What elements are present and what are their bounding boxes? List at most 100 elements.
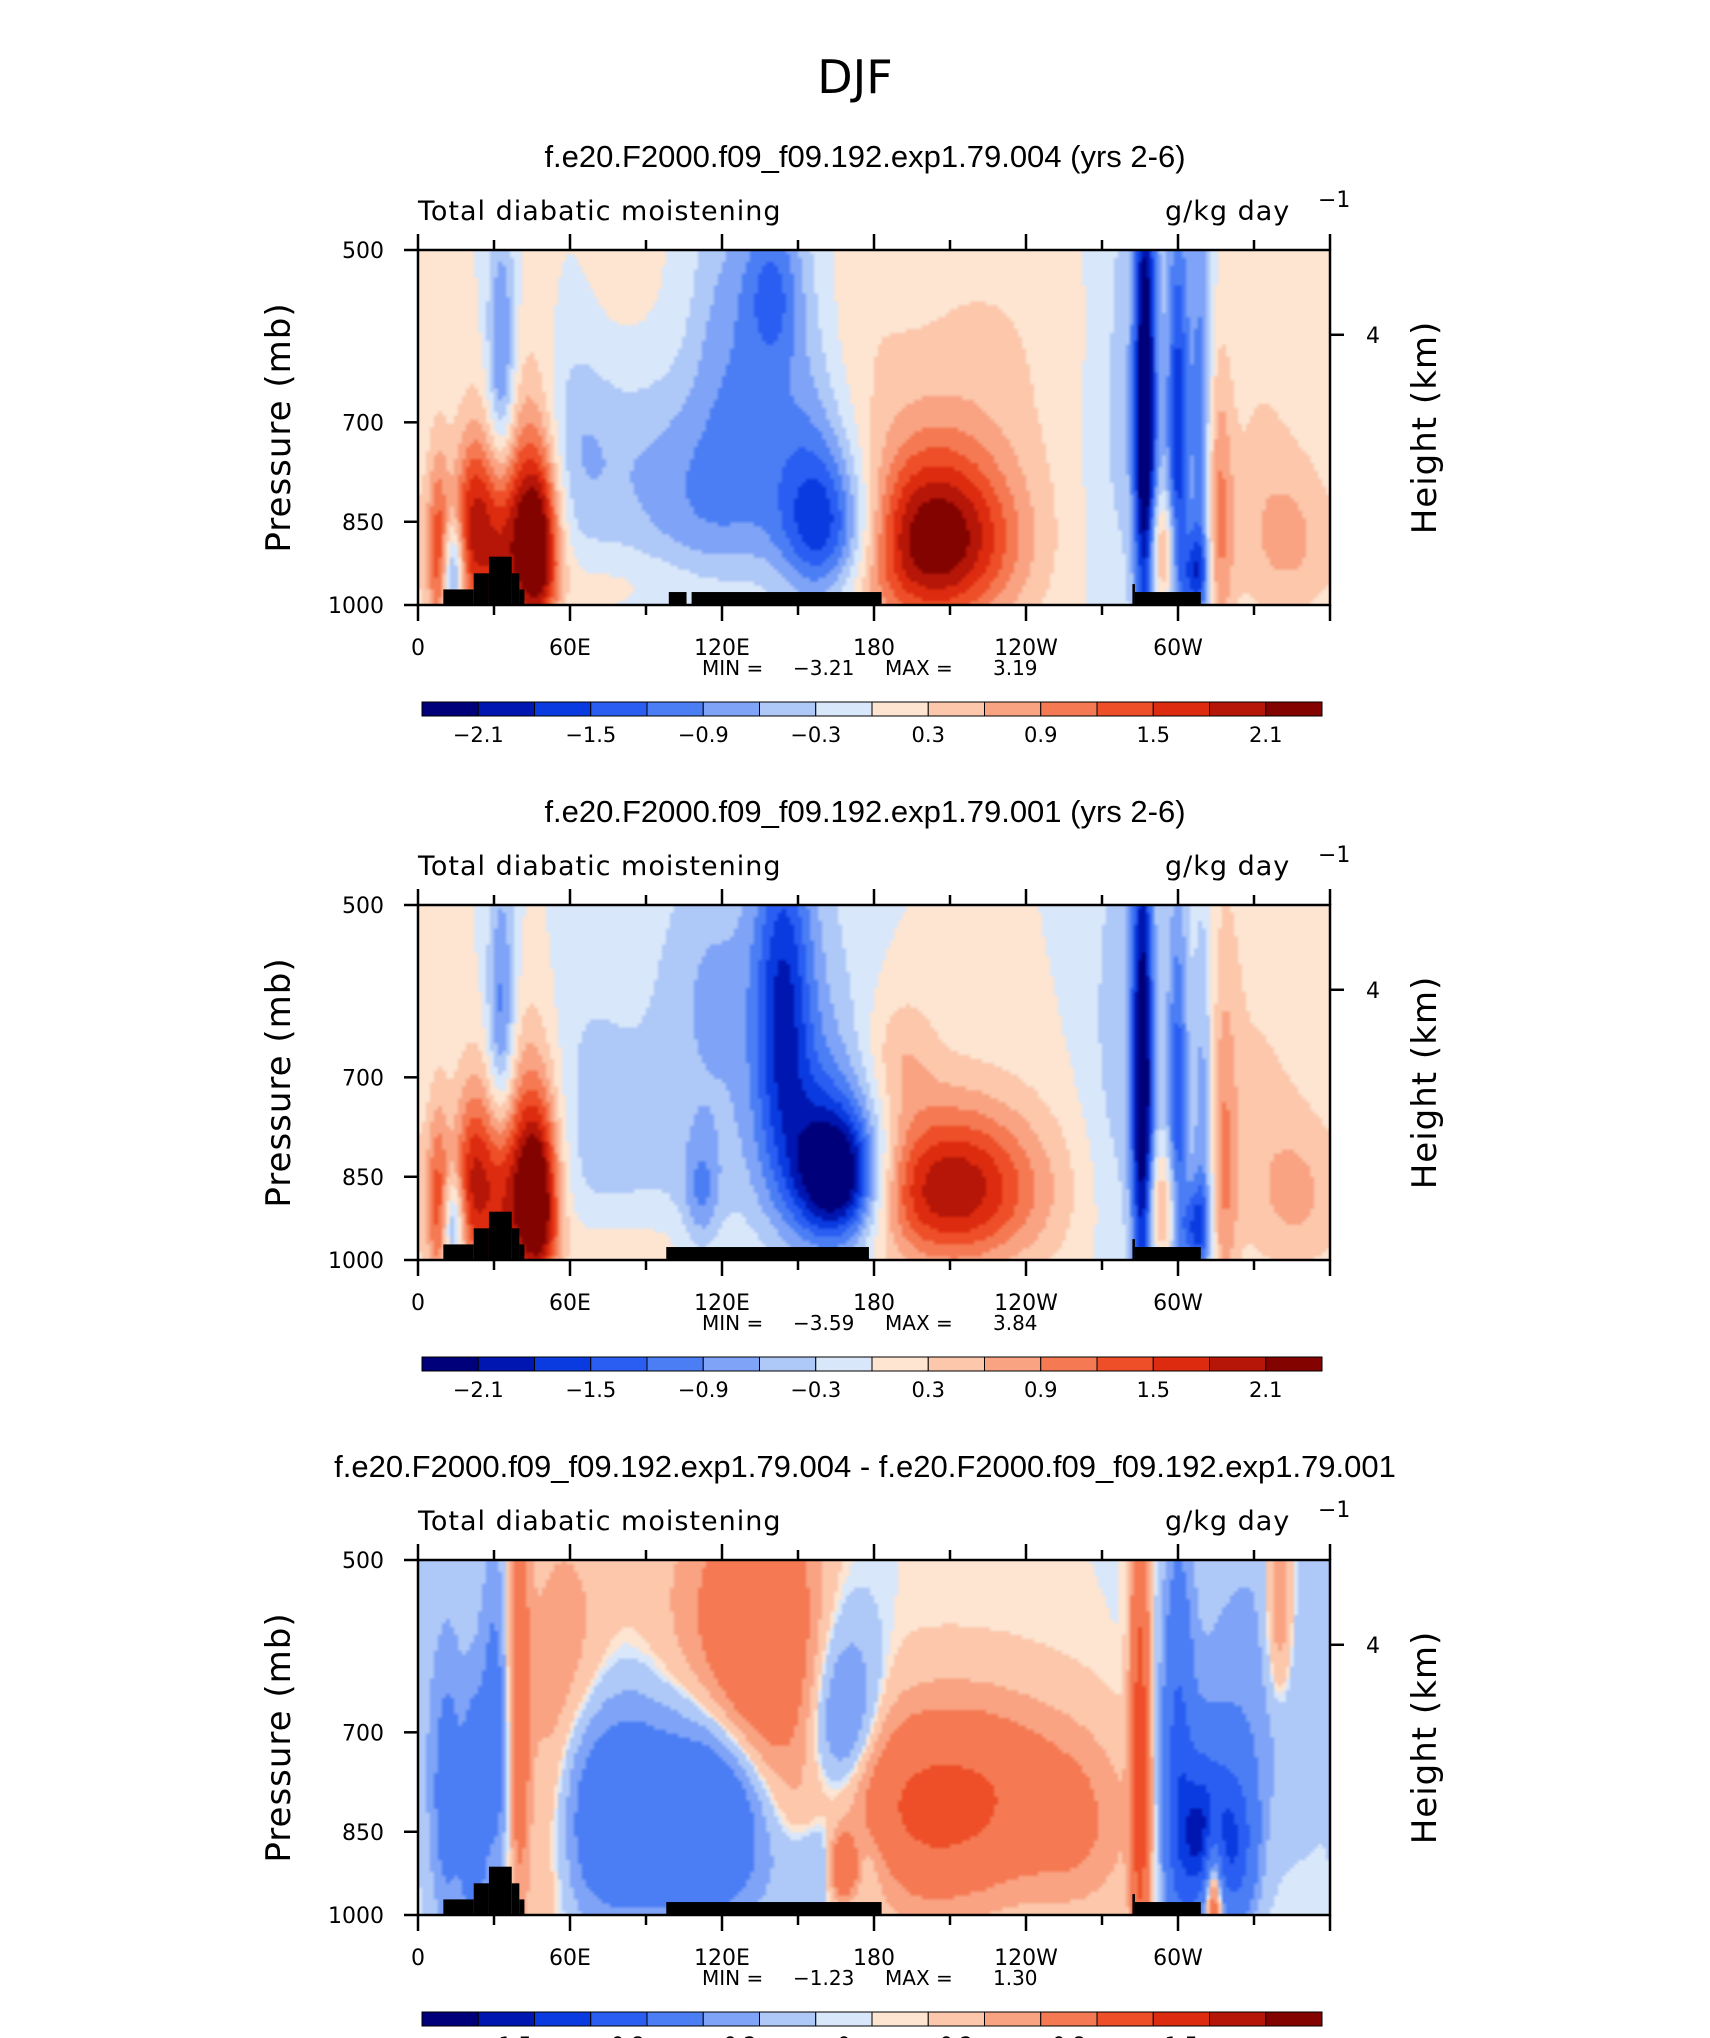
x-tick-label: 0	[411, 1291, 425, 1316]
colorbar-swatch	[646, 2011, 704, 2027]
topography-block	[666, 1902, 882, 1915]
colorbar-swatch	[1152, 701, 1210, 717]
colorbar-label: −0.9	[678, 1378, 729, 1402]
colorbar-swatch	[927, 2011, 985, 2027]
x-tick-label: 0	[411, 636, 425, 661]
topography-block	[443, 1899, 474, 1915]
topography-block	[668, 592, 687, 605]
colorbar-swatch	[1209, 2011, 1267, 2027]
colorbar-label: 2.1	[1249, 723, 1282, 747]
y-axis-title: Pressure (mb)	[259, 957, 299, 1207]
y-tick-label: 500	[342, 894, 384, 919]
colorbar-label: −0.3	[790, 1378, 841, 1402]
y-tick-label: 1000	[328, 1249, 384, 1274]
colorbar-swatch	[477, 701, 535, 717]
topography-block	[519, 1244, 525, 1260]
variable-label: Total diabatic moistening	[417, 196, 781, 227]
colorbar-label: 0	[837, 2033, 850, 2038]
colorbar-swatch	[590, 1356, 648, 1372]
y-tick-label: 500	[342, 239, 384, 264]
topography-block	[488, 1866, 512, 1915]
x-tick-label: 120W	[994, 1291, 1058, 1316]
colorbar-label: 1.5	[1137, 1378, 1170, 1402]
variable-label: Total diabatic moistening	[417, 851, 781, 882]
min-label: MIN =	[702, 1311, 763, 1335]
panel-title: f.e20.F2000.f09_f09.192.exp1.79.004 - f.…	[334, 1449, 1396, 1484]
topography-block	[666, 1247, 869, 1260]
colorbar-label: 0.3	[912, 1378, 945, 1402]
max-label: MAX =	[885, 1966, 953, 1990]
topography-block	[1134, 1247, 1201, 1260]
colorbar-swatch	[1265, 2011, 1323, 2027]
colorbar-label: −0.9	[678, 723, 729, 747]
colorbar-swatch	[759, 2011, 817, 2027]
y2-axis-title: Height (km)	[1405, 976, 1445, 1190]
colorbar-swatch	[646, 1356, 704, 1372]
y2-axis-title: Height (km)	[1405, 1631, 1445, 1845]
max-value: 3.19	[993, 656, 1038, 680]
panel-1: f.e20.F2000.f09_f09.192.exp1.79.004 (yrs…	[259, 139, 1445, 747]
topography-block	[519, 1899, 525, 1915]
colorbar-label: 0.9	[1024, 723, 1057, 747]
colorbar-swatch	[590, 2011, 648, 2027]
topography-block	[691, 592, 882, 605]
colorbar-swatch	[927, 1356, 985, 1372]
x-tick-label: 120W	[994, 1946, 1058, 1971]
colorbar-swatch	[421, 701, 479, 717]
units-exponent: −1	[1318, 843, 1350, 868]
topography-block	[1132, 1894, 1135, 1915]
panel-2: f.e20.F2000.f09_f09.192.exp1.79.001 (yrs…	[259, 794, 1445, 1402]
colorbar-swatch	[1209, 701, 1267, 717]
y-tick-label: 500	[342, 1549, 384, 1574]
colorbar-swatch	[1265, 1356, 1323, 1372]
panel-title: f.e20.F2000.f09_f09.192.exp1.79.001 (yrs…	[544, 794, 1185, 829]
y-tick-label: 700	[342, 411, 384, 436]
x-tick-label: 120E	[694, 1291, 750, 1316]
height-tick-label: 4	[1366, 324, 1380, 349]
topography-block	[1132, 1239, 1135, 1260]
panels: f.e20.F2000.f09_f09.192.exp1.79.004 (yrs…	[259, 139, 1445, 2038]
x-tick-label: 60W	[1153, 1946, 1203, 1971]
colorbar-swatch	[702, 1356, 760, 1372]
figure-title: DJF	[817, 50, 892, 104]
topography-block	[1134, 1902, 1201, 1915]
colorbar-label: −0.3	[790, 723, 841, 747]
y-tick-label: 700	[342, 1721, 384, 1746]
colorbar-label: −1.5	[565, 1378, 616, 1402]
colorbar-label: 2.1	[1249, 1378, 1282, 1402]
y-tick-label: 1000	[328, 594, 384, 619]
x-tick-label: 60W	[1153, 636, 1203, 661]
x-tick-label: 120E	[694, 1946, 750, 1971]
colorbar-swatch	[534, 1356, 592, 1372]
colorbar-swatch	[1152, 2011, 1210, 2027]
x-tick-label: 120W	[994, 636, 1058, 661]
topography-block	[443, 1244, 474, 1260]
colorbar-label: −2.1	[453, 1378, 504, 1402]
colorbar-swatch	[477, 1356, 535, 1372]
colorbar-swatch	[534, 2011, 592, 2027]
min-label: MIN =	[702, 1966, 763, 1990]
min-label: MIN =	[702, 656, 763, 680]
colorbar-swatch	[815, 701, 873, 717]
x-tick-label: 180	[853, 1291, 895, 1316]
colorbar-label: −0.2	[706, 2033, 757, 2038]
colorbar-label: 1.5	[1137, 723, 1170, 747]
colorbar-label: 0.9	[1024, 1378, 1057, 1402]
units-exponent: −1	[1318, 1498, 1350, 1523]
colorbar-swatch	[984, 701, 1042, 717]
topography-block	[511, 1883, 520, 1915]
max-value: 1.30	[993, 1966, 1038, 1990]
colorbar-label: −0.8	[593, 2033, 644, 2038]
height-tick-label: 4	[1366, 979, 1380, 1004]
topography-block	[511, 1228, 520, 1260]
units-label: g/kg day	[1165, 851, 1290, 882]
colorbar-label: 1.5	[1165, 2033, 1198, 2038]
min-value: −3.21	[793, 656, 854, 680]
max-label: MAX =	[885, 1311, 953, 1335]
colorbar-label: 0.3	[912, 723, 945, 747]
topography-block	[511, 573, 520, 605]
y-axis-title: Pressure (mb)	[259, 302, 299, 552]
topography-block	[488, 1211, 512, 1260]
x-tick-label: 60W	[1153, 1291, 1203, 1316]
